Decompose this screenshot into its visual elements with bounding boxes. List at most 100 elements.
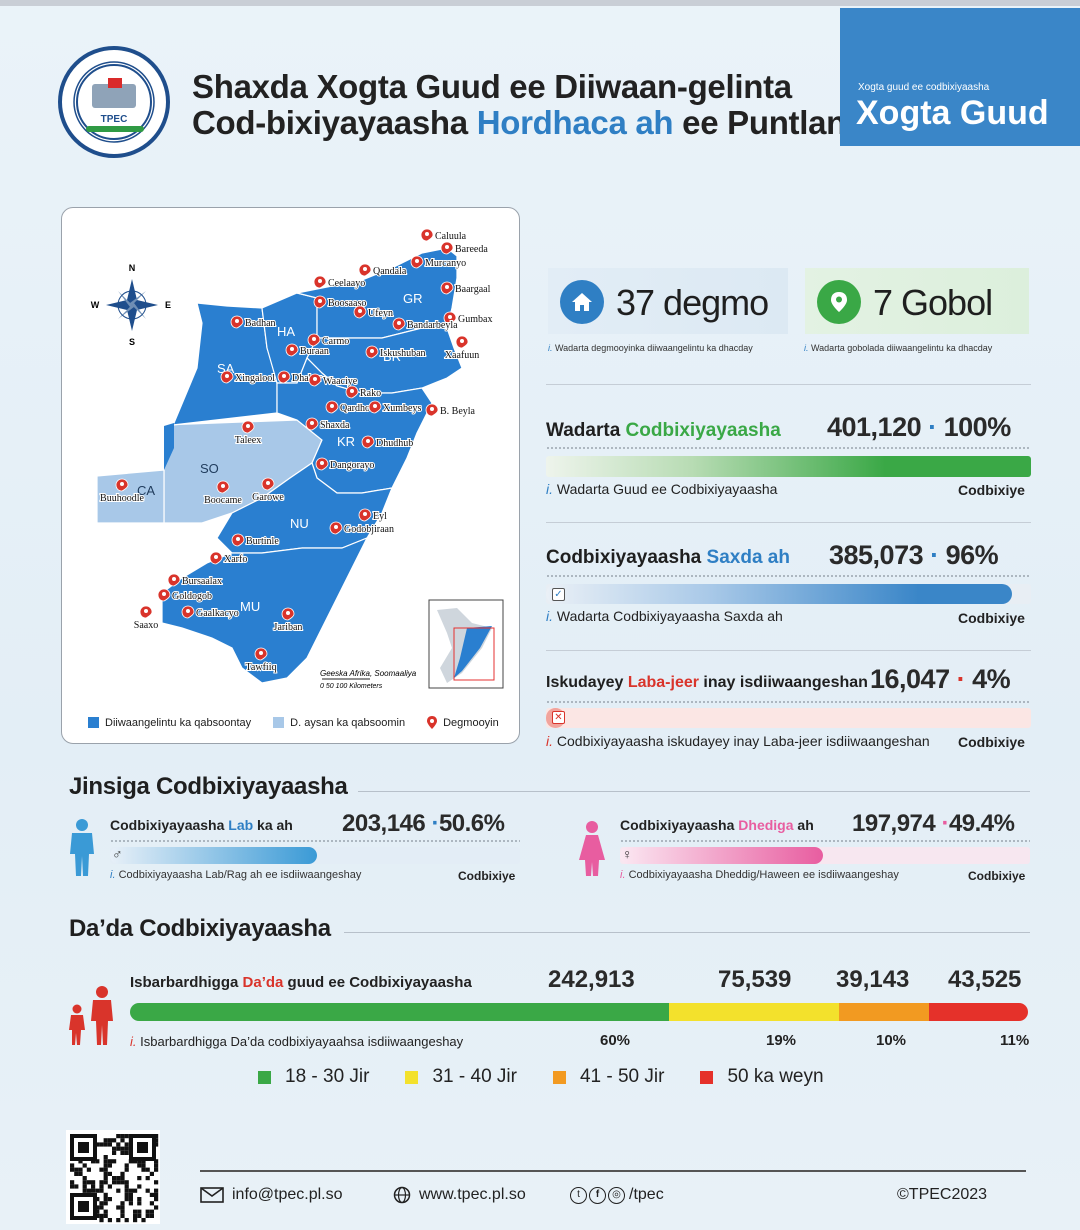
place-label: Bandarbeyla: [407, 320, 458, 331]
region-sa-west: [164, 423, 174, 470]
facebook-icon: f: [589, 1186, 606, 1204]
age-pct-18-30: 60%: [600, 1032, 631, 1049]
double-dots: [546, 700, 1031, 704]
compass-icon: [106, 279, 158, 331]
age-value-41-50: 39,143: [836, 966, 910, 993]
double-registration-value: 16,047 · 4%: [870, 664, 1011, 694]
region-ca-light: [96, 469, 165, 524]
male-unit: Codbixiye: [458, 869, 516, 883]
female-bar: [620, 847, 1030, 864]
valid-unit: Codbixiye: [958, 610, 1025, 626]
district-pins: Caluula Bareeda Murcanyo Qandala Ceelaayo Baa…: [99, 228, 493, 674]
age-legend: 18 - 30 Jir 31 - 40 Jir 41 - 50 Jir 50 k…: [258, 1066, 824, 1088]
divider: [546, 650, 1031, 651]
place-label: Qardho: [340, 403, 370, 414]
map-pin-dot: [172, 577, 176, 581]
valid-voters-value: 385,073 · 96%: [829, 540, 999, 570]
region-mu: [161, 536, 369, 684]
place-label: Godobjiraan: [344, 524, 394, 535]
female-voters-label: Codbixiyayaasha Dhediga ah: [620, 817, 814, 833]
place-label: Garowe: [252, 492, 284, 503]
map-pin-dot: [282, 374, 286, 378]
place-label: Buraan: [300, 346, 329, 357]
age-pct-41-50: 10%: [876, 1032, 907, 1049]
male-person-icon: [70, 819, 94, 876]
map-pin-dot: [320, 461, 324, 465]
map-pin-dot: [186, 609, 190, 613]
double-registration-note: i. Codbixiyayaasha iskudayey inay Laba-j…: [546, 733, 930, 749]
footer-copyright: ©TPEC2023: [897, 1186, 988, 1203]
valid-dots: [546, 574, 1031, 578]
place-label: Shaxda: [320, 420, 350, 431]
cross-box-icon: ✕: [552, 711, 565, 724]
place-label: Dhudhub: [376, 438, 413, 449]
footer-website[interactable]: www.tpec.pl.so: [393, 1186, 526, 1204]
total-bar-fill: [546, 456, 1031, 477]
summary-badge-subtitle: Xogta guud ee codbixiyaasha: [858, 82, 990, 93]
place-label: Baargaal: [455, 284, 491, 295]
summary-badge-title: Xogta Guud: [856, 94, 1049, 132]
map-pin-dot: [330, 404, 334, 408]
place-label: Iskushuban: [380, 348, 426, 359]
age-legend-31-40: 31 - 40 Jir: [405, 1066, 517, 1088]
place-label: Taleex: [235, 435, 262, 446]
twitter-icon: t: [570, 1186, 587, 1204]
top-border: [0, 0, 1080, 6]
logo-text: TPEC: [100, 114, 128, 125]
map-pin-dot: [259, 651, 263, 655]
female-bar-fill: [620, 847, 823, 864]
inset-caption: Geeska Afrika, Soomaaliya: [320, 669, 417, 678]
female-person-icon: [579, 821, 605, 876]
gender-section-title: Jinsiga Codbixiyayaasha: [69, 773, 348, 800]
region-kr: [276, 356, 433, 494]
page-title-line1: Shaxda Xogta Guud ee Diiwaan-gelinta: [192, 68, 792, 105]
place-label: Eyl: [373, 511, 387, 522]
legend-swatch-dark: [88, 717, 99, 728]
footer-email[interactable]: info@tpec.pl.so: [200, 1186, 343, 1204]
scale-label: 0 50 100 Kilometers: [320, 683, 383, 690]
compass-w: W: [91, 300, 100, 310]
place-label: Xaafuun: [445, 350, 479, 361]
place-label: Gaalkacyo: [196, 608, 239, 619]
double-unit: Codbixiye: [958, 734, 1025, 750]
map-pin-dot: [318, 299, 322, 303]
total-bar: [546, 456, 1031, 477]
place-label: B. Beyla: [440, 406, 476, 417]
map-pin-dot: [363, 512, 367, 516]
place-label: Boocame: [204, 495, 242, 506]
region-label-ca: CA: [137, 483, 155, 498]
puntland-map-card: N S E W GR HA SA BR SO KR CA NU MU Caluu…: [61, 207, 520, 744]
map-pin-dot: [235, 319, 239, 323]
age-note: i. Isbarbardhigga Da’da codbixiyayaahsa …: [130, 1034, 464, 1049]
age-segment-1: [668, 1003, 840, 1021]
section-rule: [344, 932, 1030, 933]
age-value-18-30: 242,913: [548, 966, 635, 993]
legend-swatch-light: [273, 717, 285, 728]
region-label-ha: HA: [277, 324, 295, 339]
place-label: Bareeda: [455, 244, 488, 255]
place-label: Buuhoodle: [100, 493, 144, 504]
map-pin-dot: [350, 389, 354, 393]
summary-badge: Xogta guud ee codbixiyaasha Xogta Guud: [840, 8, 1080, 146]
total-unit: Codbixiye: [958, 482, 1025, 498]
map-legend: Diiwaangelintu ka qabsoontay D. aysan ka…: [88, 716, 499, 729]
age-segment-2: [839, 1003, 930, 1021]
double-bar: [546, 708, 1031, 728]
age-legend-50-plus: 50 ka weyn: [700, 1066, 824, 1088]
age-segment-0: [130, 1003, 669, 1021]
place-label: Xarfo: [224, 554, 247, 565]
map-pin-dot: [214, 555, 218, 559]
qr-code[interactable]: [66, 1130, 160, 1224]
map-pin-dot: [246, 424, 250, 428]
place-label: Dangorayo: [330, 460, 374, 471]
map-pin-dot: [373, 404, 377, 408]
footer-social[interactable]: t f ◎ /tpec: [570, 1186, 664, 1204]
male-bar: [110, 847, 520, 864]
envelope-icon: [200, 1187, 224, 1203]
map-pin-dot: [318, 279, 322, 283]
region-label-mu: MU: [240, 599, 260, 614]
map-pin-dot: [448, 315, 452, 319]
regions-note: i. Wadarta gobolada diiwaangelintu ka dh…: [804, 343, 993, 353]
horn-of-africa-inset: [428, 599, 504, 689]
total-dots: [546, 446, 1031, 450]
